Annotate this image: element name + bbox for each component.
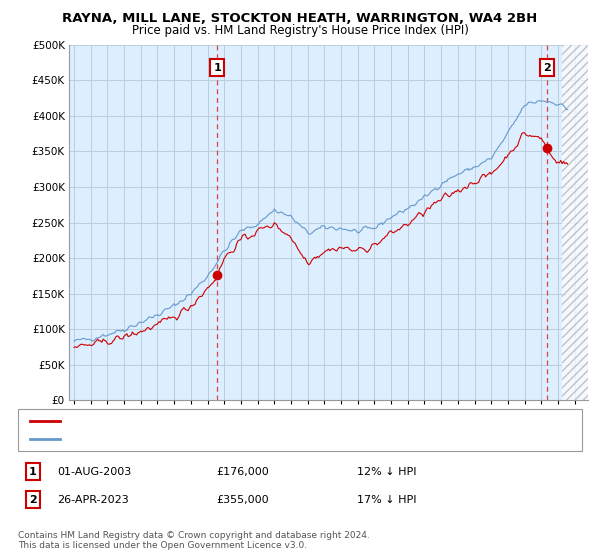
Text: RAYNA, MILL LANE, STOCKTON HEATH, WARRINGTON, WA4 2BH: RAYNA, MILL LANE, STOCKTON HEATH, WARRIN…	[62, 12, 538, 25]
Text: 01-AUG-2003: 01-AUG-2003	[57, 466, 131, 477]
Text: HPI: Average price, detached house, Warrington: HPI: Average price, detached house, Warr…	[69, 434, 304, 444]
Text: 17% ↓ HPI: 17% ↓ HPI	[357, 494, 416, 505]
Text: £176,000: £176,000	[216, 466, 269, 477]
Text: 2: 2	[543, 63, 551, 73]
Text: Contains HM Land Registry data © Crown copyright and database right 2024.
This d: Contains HM Land Registry data © Crown c…	[18, 531, 370, 550]
Text: 26-APR-2023: 26-APR-2023	[57, 494, 129, 505]
Text: 1: 1	[214, 63, 221, 73]
Text: RAYNA, MILL LANE, STOCKTON HEATH, WARRINGTON, WA4 2BH (detached house): RAYNA, MILL LANE, STOCKTON HEATH, WARRIN…	[69, 416, 469, 426]
Text: 2: 2	[29, 494, 37, 505]
Text: 12% ↓ HPI: 12% ↓ HPI	[357, 466, 416, 477]
Text: £355,000: £355,000	[216, 494, 269, 505]
Text: 1: 1	[29, 466, 37, 477]
Text: Price paid vs. HM Land Registry's House Price Index (HPI): Price paid vs. HM Land Registry's House …	[131, 24, 469, 37]
